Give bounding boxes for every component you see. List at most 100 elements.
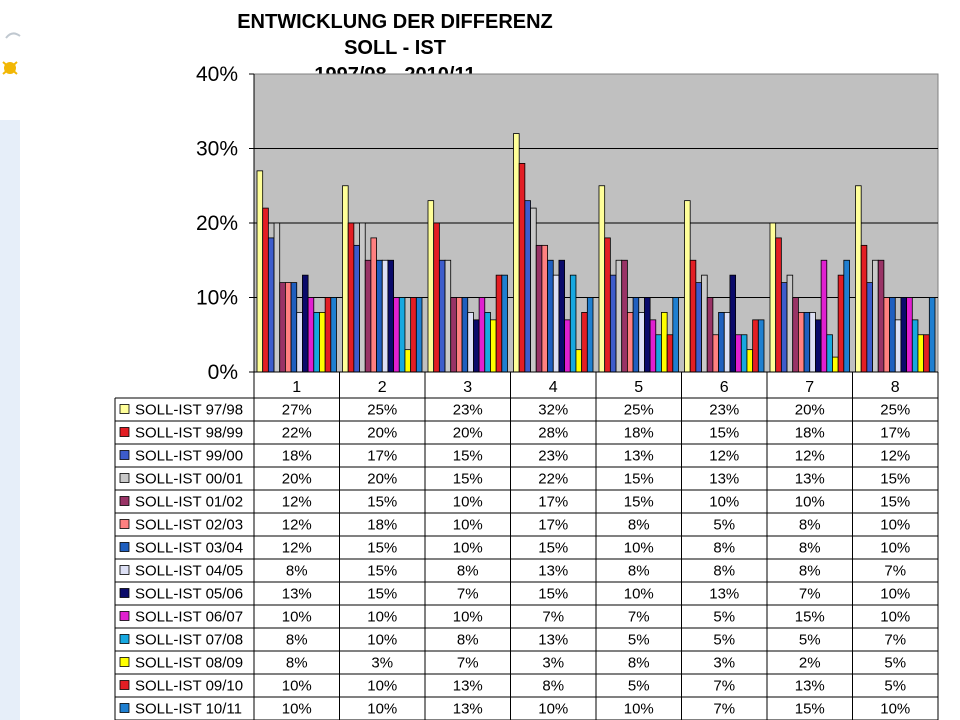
bar [364, 259, 372, 373]
legend-key [119, 565, 130, 575]
data-label: 5% [713, 609, 735, 626]
data-label: 15% [795, 609, 825, 626]
bar [820, 259, 828, 373]
bar [632, 297, 640, 373]
data-label: 8% [799, 540, 821, 557]
data-label: 15% [624, 494, 654, 511]
data-label: 8% [628, 517, 650, 534]
bar [438, 259, 446, 373]
bar [569, 274, 577, 373]
data-label: 18% [624, 425, 654, 442]
bar [740, 334, 748, 373]
bar [513, 133, 520, 373]
data-label: 15% [367, 494, 397, 511]
data-label: 8% [713, 540, 735, 557]
bar [524, 200, 531, 373]
data-label: 7% [542, 609, 564, 626]
data-label: 20% [367, 425, 397, 442]
data-label: 8% [799, 517, 821, 534]
bar [410, 297, 417, 373]
data-label: 13% [538, 563, 568, 580]
bar [427, 200, 435, 373]
bar [256, 170, 264, 373]
bar [581, 311, 588, 373]
data-label: 10% [367, 632, 397, 649]
bar [484, 311, 491, 373]
bar [461, 297, 469, 373]
bar [381, 259, 389, 373]
bar [866, 282, 873, 373]
bar [495, 274, 503, 373]
bar [398, 297, 406, 373]
data-label: 15% [880, 494, 910, 511]
bar [894, 319, 902, 373]
bar [860, 244, 868, 373]
legend-key [119, 496, 130, 506]
bar [558, 259, 566, 373]
data-label: 7% [457, 655, 479, 672]
series-name: SOLL-IST 07/08 [135, 632, 243, 649]
legend-key [119, 542, 130, 552]
legend-key [119, 588, 130, 598]
data-label: 10% [624, 540, 654, 557]
data-label: 5% [884, 655, 906, 672]
series-name: SOLL-IST 00/01 [135, 471, 243, 488]
bar [752, 319, 759, 373]
bar [467, 311, 474, 373]
data-label: 13% [795, 471, 825, 488]
data-label: 10% [538, 701, 568, 718]
data-label: 15% [624, 471, 654, 488]
bar [598, 185, 606, 373]
data-label: 8% [457, 563, 479, 580]
data-label: 20% [453, 425, 483, 442]
data-label: 15% [367, 540, 397, 557]
data-label: 22% [282, 425, 312, 442]
data-label: 3% [713, 655, 735, 672]
series-name: SOLL-IST 03/04 [135, 540, 243, 557]
data-label: 7% [884, 563, 906, 580]
bar [501, 274, 508, 373]
category-label: 2 [378, 379, 387, 396]
data-label: 12% [282, 517, 312, 534]
bar [342, 185, 349, 373]
bar [262, 207, 269, 373]
data-label: 7% [884, 632, 906, 649]
data-label: 13% [453, 701, 483, 718]
data-label: 8% [628, 563, 650, 580]
data-label: 7% [457, 586, 479, 603]
bar [928, 297, 936, 373]
series-name: SOLL-IST 99/00 [135, 448, 243, 465]
bar [478, 297, 486, 373]
data-label: 8% [286, 632, 308, 649]
data-label: 10% [880, 586, 910, 603]
bar [729, 274, 737, 373]
data-label: 7% [713, 678, 735, 695]
bar [672, 297, 679, 373]
data-label: 27% [282, 402, 312, 419]
bar [615, 259, 623, 373]
bar [330, 297, 337, 373]
bar [638, 311, 645, 373]
bar [666, 334, 674, 373]
category-label: 1 [292, 379, 301, 396]
bar [541, 244, 548, 373]
y-tick-label: 40% [196, 63, 238, 86]
data-label: 15% [453, 448, 483, 465]
data-label: 20% [795, 402, 825, 419]
bar-series-group [256, 133, 936, 373]
bar [792, 297, 799, 373]
bar [273, 222, 281, 373]
bar [695, 282, 702, 373]
bar [826, 334, 833, 373]
bar [684, 200, 691, 373]
bar [746, 349, 754, 373]
bar [900, 297, 908, 373]
bar [387, 259, 395, 373]
data-label: 10% [880, 609, 910, 626]
data-label: 5% [799, 632, 821, 649]
data-label: 23% [538, 448, 568, 465]
bar [319, 311, 326, 373]
y-tick-label: 10% [196, 287, 238, 310]
bar [518, 162, 526, 373]
data-label: 15% [367, 563, 397, 580]
